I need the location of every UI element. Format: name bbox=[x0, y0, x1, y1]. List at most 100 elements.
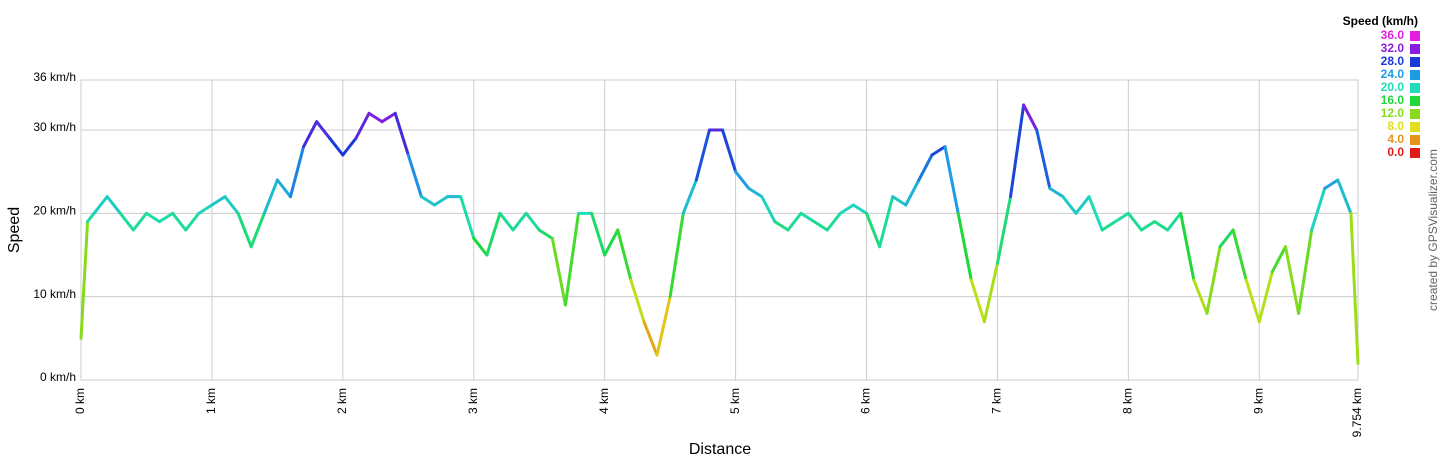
speed-segment bbox=[380, 111, 397, 124]
speed-segment bbox=[917, 153, 934, 182]
legend-swatch bbox=[1410, 57, 1420, 67]
speed-segment bbox=[982, 261, 999, 324]
speed-segment bbox=[419, 195, 436, 207]
speed-segment bbox=[1231, 228, 1248, 282]
speed-segment bbox=[1205, 245, 1222, 315]
legend-swatch bbox=[1410, 44, 1420, 54]
speed-segment bbox=[878, 195, 895, 249]
legend-swatch bbox=[1410, 148, 1420, 158]
speed-segment bbox=[262, 178, 279, 215]
speed-segment bbox=[86, 211, 96, 224]
speed-segment bbox=[1035, 128, 1052, 190]
speed-segment bbox=[1349, 211, 1360, 365]
speed-segment bbox=[288, 145, 306, 199]
x-tick-label: 2 km bbox=[335, 388, 349, 414]
legend-swatch bbox=[1410, 31, 1420, 41]
speed-segment bbox=[118, 211, 135, 232]
x-tick-label: 6 km bbox=[859, 388, 873, 414]
speed-segment bbox=[498, 211, 515, 232]
x-axis-title: Distance bbox=[689, 441, 751, 458]
x-tick-label: 9 km bbox=[1251, 388, 1265, 414]
legend-label: 24.0 bbox=[1381, 67, 1405, 81]
speed-segment bbox=[1139, 220, 1157, 232]
y-axis-title: Speed bbox=[6, 207, 23, 253]
speed-segment bbox=[721, 128, 738, 174]
x-tick-label: 3 km bbox=[466, 388, 480, 414]
legend-label: 4.0 bbox=[1387, 132, 1404, 146]
legend-label: 36.0 bbox=[1381, 28, 1405, 42]
speed-segment bbox=[537, 228, 554, 240]
speed-segment bbox=[1270, 245, 1287, 274]
speed-segment bbox=[1297, 228, 1314, 315]
speed-segment bbox=[184, 211, 201, 232]
speed-segment bbox=[524, 211, 541, 232]
legend-title: Speed (km/h) bbox=[1343, 14, 1418, 28]
speed-segment bbox=[328, 136, 345, 157]
speed-segment bbox=[511, 211, 528, 232]
speed-segment bbox=[1087, 195, 1104, 232]
speed-segment bbox=[642, 320, 659, 357]
speed-segment bbox=[275, 178, 292, 199]
speed-segment bbox=[668, 211, 685, 299]
speed-segment bbox=[1113, 211, 1130, 224]
speed-segment bbox=[865, 211, 882, 249]
legend-label: 28.0 bbox=[1381, 54, 1405, 68]
speed-segment bbox=[812, 220, 829, 232]
speed-segment bbox=[432, 195, 450, 207]
speed-segment bbox=[1153, 220, 1170, 232]
speed-segment bbox=[1061, 195, 1078, 215]
speed-segment bbox=[930, 145, 947, 157]
speed-segment bbox=[681, 178, 698, 215]
x-tick-label: 1 km bbox=[204, 388, 218, 414]
speed-segment bbox=[760, 195, 777, 224]
speed-segment bbox=[956, 211, 973, 282]
speed-segment bbox=[1074, 195, 1091, 215]
speed-segment bbox=[563, 211, 580, 307]
speed-segment bbox=[969, 278, 986, 324]
speed-segment bbox=[616, 228, 633, 282]
speed-segment bbox=[1323, 178, 1340, 190]
speed-segment bbox=[92, 195, 109, 215]
legend-label: 32.0 bbox=[1381, 41, 1405, 55]
legend-swatch bbox=[1410, 96, 1420, 106]
y-tick-label: 10 km/h bbox=[33, 287, 76, 301]
speed-segment bbox=[773, 220, 790, 232]
speed-segment bbox=[694, 128, 711, 182]
speed-segment bbox=[891, 195, 908, 207]
speed-segment bbox=[1192, 278, 1209, 315]
x-tick-label: 8 km bbox=[1121, 388, 1135, 414]
speed-segment bbox=[302, 120, 319, 149]
speed-segment bbox=[603, 228, 620, 257]
speed-segment bbox=[1009, 103, 1026, 199]
speed-segment bbox=[249, 211, 266, 249]
speed-segment bbox=[1166, 211, 1183, 232]
speed-segment bbox=[197, 203, 214, 215]
speed-segment bbox=[223, 195, 240, 215]
speed-segment bbox=[799, 211, 816, 224]
legend-label: 8.0 bbox=[1387, 119, 1404, 133]
y-tick-label: 20 km/h bbox=[33, 204, 76, 218]
speed-segment bbox=[734, 170, 751, 190]
speed-segment bbox=[472, 236, 489, 257]
legend-label: 20.0 bbox=[1381, 80, 1405, 94]
speed-segment bbox=[1022, 103, 1039, 132]
speed-segment bbox=[79, 220, 90, 340]
speed-segment bbox=[485, 211, 502, 257]
speed-segment bbox=[995, 195, 1013, 265]
y-tick-label: 0 km/h bbox=[40, 370, 76, 384]
speed-segment bbox=[367, 111, 384, 124]
speed-segment bbox=[144, 211, 162, 224]
speed-segment bbox=[825, 211, 842, 232]
speed-segment bbox=[158, 211, 175, 224]
y-tick-label: 36 km/h bbox=[33, 70, 76, 84]
speed-segment bbox=[550, 236, 567, 307]
x-tick-label: 4 km bbox=[597, 388, 611, 414]
legend-swatch bbox=[1410, 135, 1420, 145]
legend-label: 12.0 bbox=[1381, 106, 1405, 120]
speed-segment bbox=[1126, 211, 1143, 232]
y-tick-label: 30 km/h bbox=[33, 120, 76, 134]
speed-segment bbox=[590, 211, 607, 257]
speed-segment bbox=[1179, 211, 1196, 282]
legend-swatch bbox=[1410, 70, 1420, 80]
